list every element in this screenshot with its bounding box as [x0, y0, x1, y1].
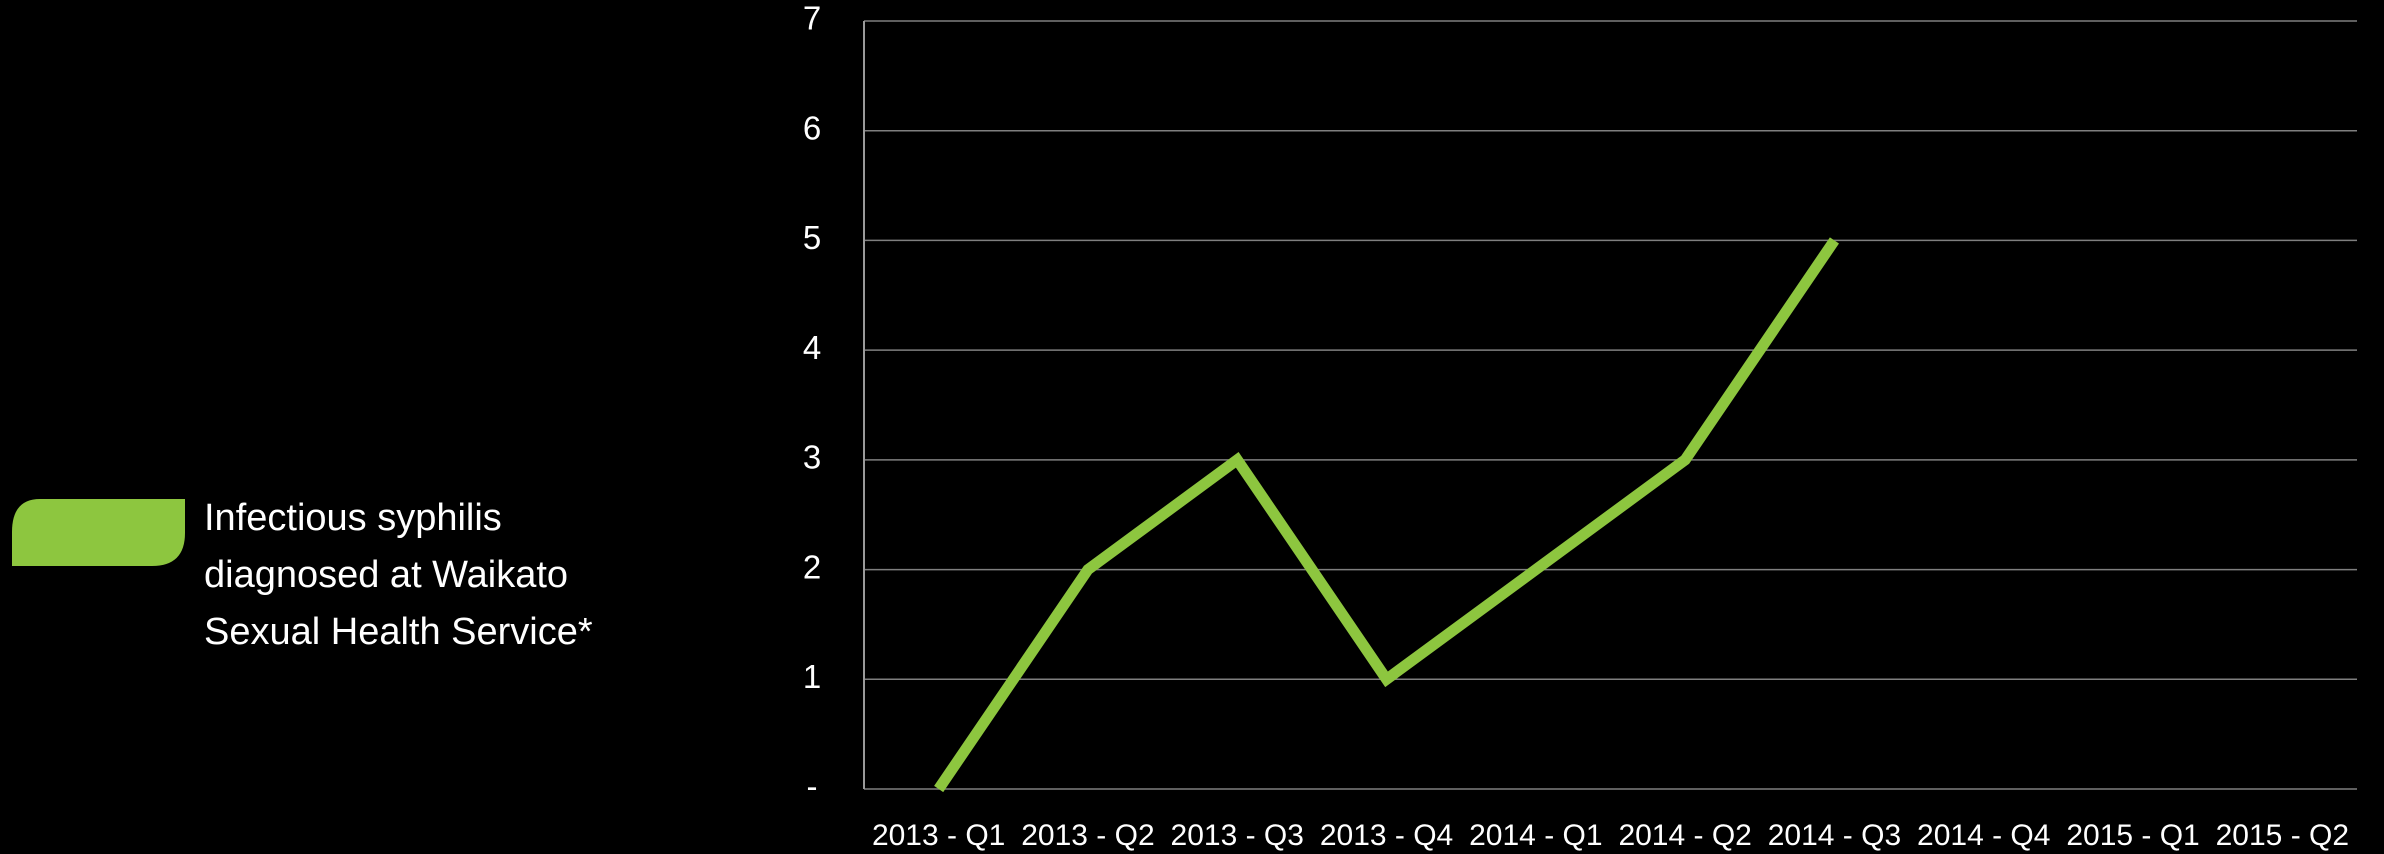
y-tick-label: 7	[803, 0, 821, 37]
y-tick-label: 3	[803, 439, 821, 476]
x-tick-label: 2014 - Q3	[1768, 819, 1901, 852]
x-tick-label: 2013 - Q4	[1320, 819, 1453, 852]
x-tick-label: 2013 - Q2	[1021, 819, 1154, 852]
x-tick-label: 2015 - Q1	[2066, 819, 2199, 852]
x-tick-label: 2013 - Q1	[872, 819, 1005, 852]
y-tick-label: -	[807, 768, 818, 805]
line-series	[934, 237, 1839, 793]
legend-swatch	[12, 499, 185, 566]
y-tick-label: 4	[803, 329, 821, 366]
y-tick-label: 1	[803, 658, 821, 695]
x-tick-label: 2015 - Q2	[2216, 819, 2349, 852]
y-tick-label: 6	[803, 109, 821, 146]
y-tick-label: 2	[803, 548, 821, 585]
y-tick-label: 5	[803, 219, 821, 256]
legend-label: Infectious syphilis diagnosed at Waikato…	[204, 497, 593, 653]
x-tick-label: 2014 - Q4	[1917, 819, 2050, 852]
x-tick-label: 2013 - Q3	[1171, 819, 1304, 852]
x-tick-label: 2014 - Q2	[1618, 819, 1751, 852]
x-tick-label: 2014 - Q1	[1469, 819, 1602, 852]
